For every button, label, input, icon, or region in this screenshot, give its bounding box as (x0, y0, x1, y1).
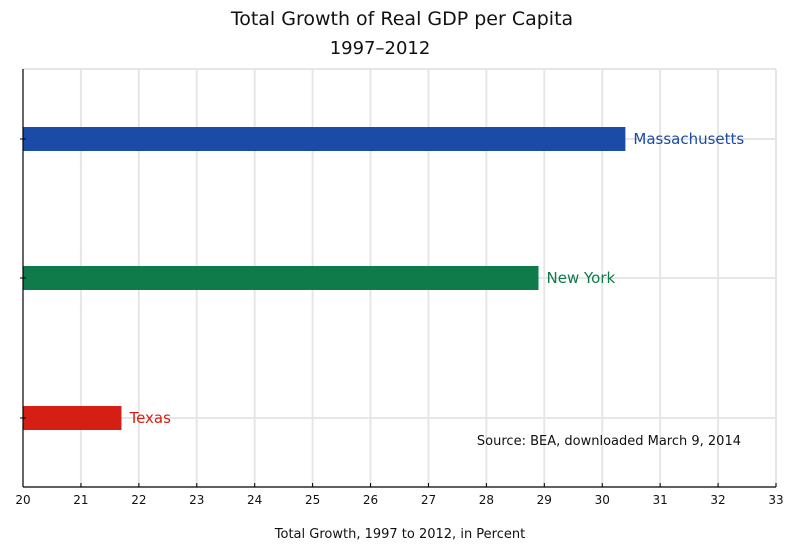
x-tick-label: 26 (363, 493, 378, 507)
bar-new-york (23, 266, 539, 290)
source-annotation: Source: BEA, downloaded March 9, 2014 (477, 434, 741, 449)
x-tick-label: 31 (653, 493, 668, 507)
bar-label: Massachusetts (633, 130, 744, 148)
x-tick-label: 27 (421, 493, 436, 507)
x-axis-label: Total Growth, 1997 to 2012, in Percent (274, 527, 526, 542)
x-tick-label: 33 (768, 493, 783, 507)
x-tick-label: 30 (595, 493, 610, 507)
x-tick-label: 32 (710, 493, 725, 507)
axes: 20 21 22 23 24 25 26 27 28 29 30 31 32 33 (15, 69, 784, 507)
x-tick-label: 23 (189, 493, 204, 507)
chart-subtitle: 1997–2012 (329, 38, 431, 59)
chart-title: Total Growth of Real GDP per Capita (230, 8, 574, 30)
x-tick-label: 25 (305, 493, 320, 507)
x-tick-label: 28 (479, 493, 494, 507)
bar-label: New York (547, 269, 616, 287)
bar-label: Texas (128, 409, 171, 427)
x-tick-label: 22 (131, 493, 146, 507)
x-tick-label: 24 (247, 493, 262, 507)
x-tick-label: 29 (537, 493, 552, 507)
x-tick-label: 20 (15, 493, 30, 507)
bar-massachusetts (23, 127, 626, 151)
bar-texas (23, 406, 122, 430)
bars: Massachusetts New York Texas (23, 127, 744, 430)
x-tick-label: 21 (73, 493, 88, 507)
